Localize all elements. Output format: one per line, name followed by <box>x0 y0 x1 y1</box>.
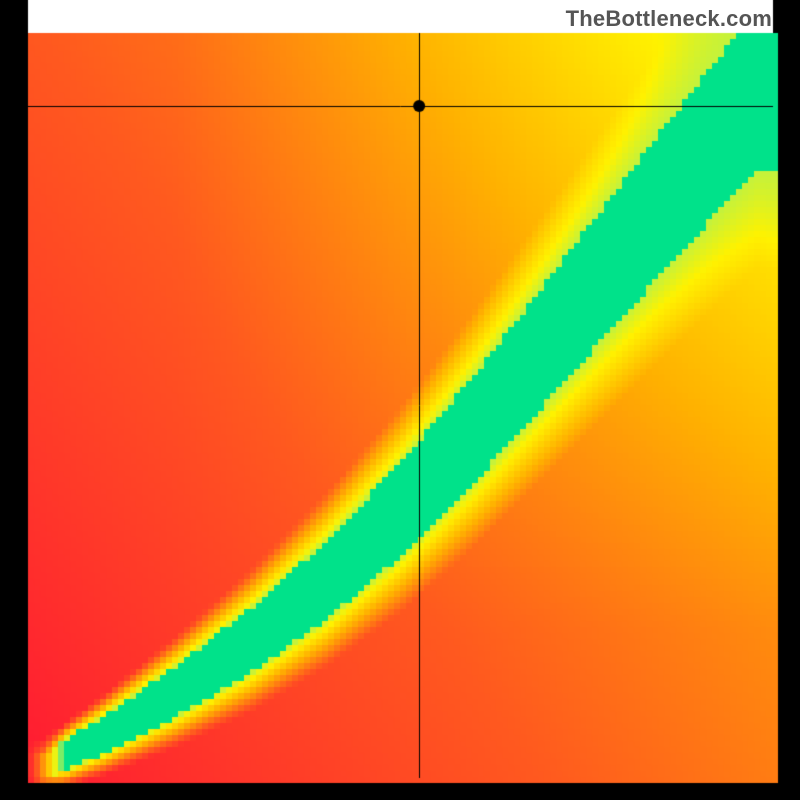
bottleneck-heatmap <box>0 0 800 800</box>
chart-container: TheBottleneck.com <box>0 0 800 800</box>
watermark-label: TheBottleneck.com <box>566 6 772 32</box>
